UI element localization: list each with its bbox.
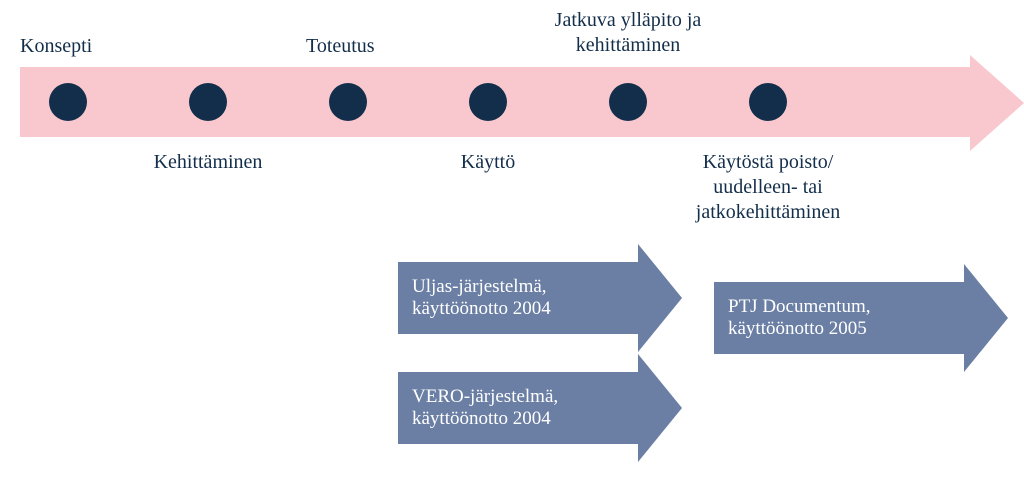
sub-arrow-body: Uljas-järjestelmä, käyttöönotto 2004 bbox=[398, 262, 638, 334]
lifecycle-dot bbox=[49, 83, 87, 121]
sub-arrow-head bbox=[638, 244, 682, 352]
sub-arrow-vero: VERO-järjestelmä, käyttöönotto 2004 bbox=[398, 372, 682, 444]
lifecycle-label-bottom: Käyttö bbox=[461, 150, 515, 175]
sub-arrow-body: VERO-järjestelmä, käyttöönotto 2004 bbox=[398, 372, 638, 444]
lifecycle-diagram: Konsepti Toteutus Jatkuva ylläpito ja kehi… bbox=[0, 0, 1024, 503]
sub-arrow-uljas: Uljas-järjestelmä, käyttöönotto 2004 bbox=[398, 262, 682, 334]
lifecycle-label-bottom: Käytöstä poisto/ uudelleen- tai jatkokeh… bbox=[696, 150, 840, 225]
sub-arrow-ptj: PTJ Documentum, käyttöönotto 2005 bbox=[714, 282, 1008, 354]
lifecycle-dot bbox=[189, 83, 227, 121]
sub-arrow-head bbox=[964, 264, 1008, 372]
sub-arrow-body: PTJ Documentum, käyttöönotto 2005 bbox=[714, 282, 964, 354]
lifecycle-label-top: Konsepti bbox=[20, 34, 92, 59]
main-arrow-head bbox=[970, 55, 1024, 151]
lifecycle-dot bbox=[469, 83, 507, 121]
sub-arrow-head bbox=[638, 354, 682, 462]
lifecycle-label-top: Jatkuva ylläpito ja kehittäminen bbox=[555, 8, 702, 58]
lifecycle-dot bbox=[329, 83, 367, 121]
lifecycle-dot bbox=[609, 83, 647, 121]
lifecycle-label-bottom: Kehittäminen bbox=[154, 150, 263, 175]
lifecycle-label-top: Toteutus bbox=[306, 34, 375, 59]
lifecycle-dot bbox=[749, 83, 787, 121]
